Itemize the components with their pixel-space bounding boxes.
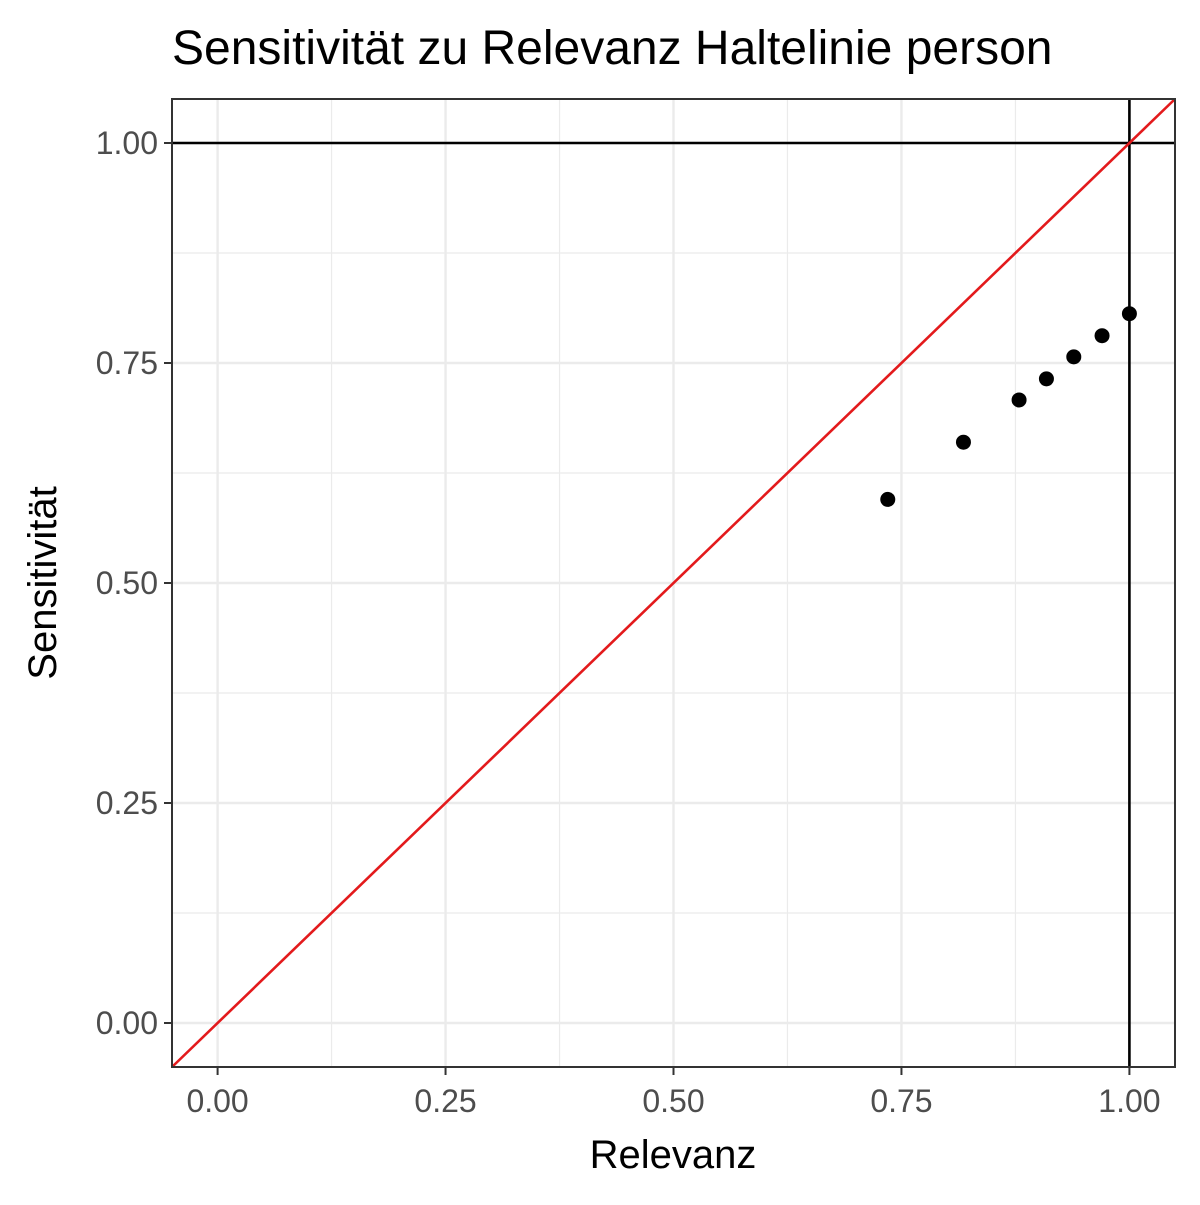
y-tick-label: 0.25: [96, 785, 158, 821]
y-axis-ticks: 0.00 0.25 0.50 0.75 1.00: [96, 125, 172, 1041]
data-point: [1066, 349, 1082, 365]
plot-panel: [171, 98, 1176, 1068]
x-tick-label: 0.25: [414, 1083, 476, 1119]
data-point: [1121, 306, 1137, 322]
x-tick-label: 0.75: [870, 1083, 932, 1119]
y-tick-label: 1.00: [96, 125, 158, 161]
data-point: [1094, 328, 1110, 344]
diagonal-reference-line: [171, 98, 1176, 1068]
x-tick-label: 0.00: [186, 1083, 248, 1119]
data-points: [880, 306, 1137, 507]
y-axis-title: Sensitivität: [21, 486, 65, 679]
x-axis-ticks: 0.00 0.25 0.50 0.75 1.00: [186, 1067, 1161, 1119]
y-tick-label: 0.50: [96, 565, 158, 601]
x-tick-label: 1.00: [1098, 1083, 1160, 1119]
data-point: [880, 491, 896, 507]
y-tick-label: 0.75: [96, 345, 158, 381]
data-point: [1011, 392, 1027, 408]
data-point: [1038, 371, 1054, 387]
reference-lines: [171, 98, 1176, 1068]
x-tick-label: 0.50: [642, 1083, 704, 1119]
x-axis-title: Relevanz: [590, 1133, 757, 1177]
data-point: [955, 434, 971, 450]
chart-title: Sensitivität zu Relevanz Haltelinie pers…: [172, 22, 1052, 75]
y-tick-label: 0.00: [96, 1005, 158, 1041]
